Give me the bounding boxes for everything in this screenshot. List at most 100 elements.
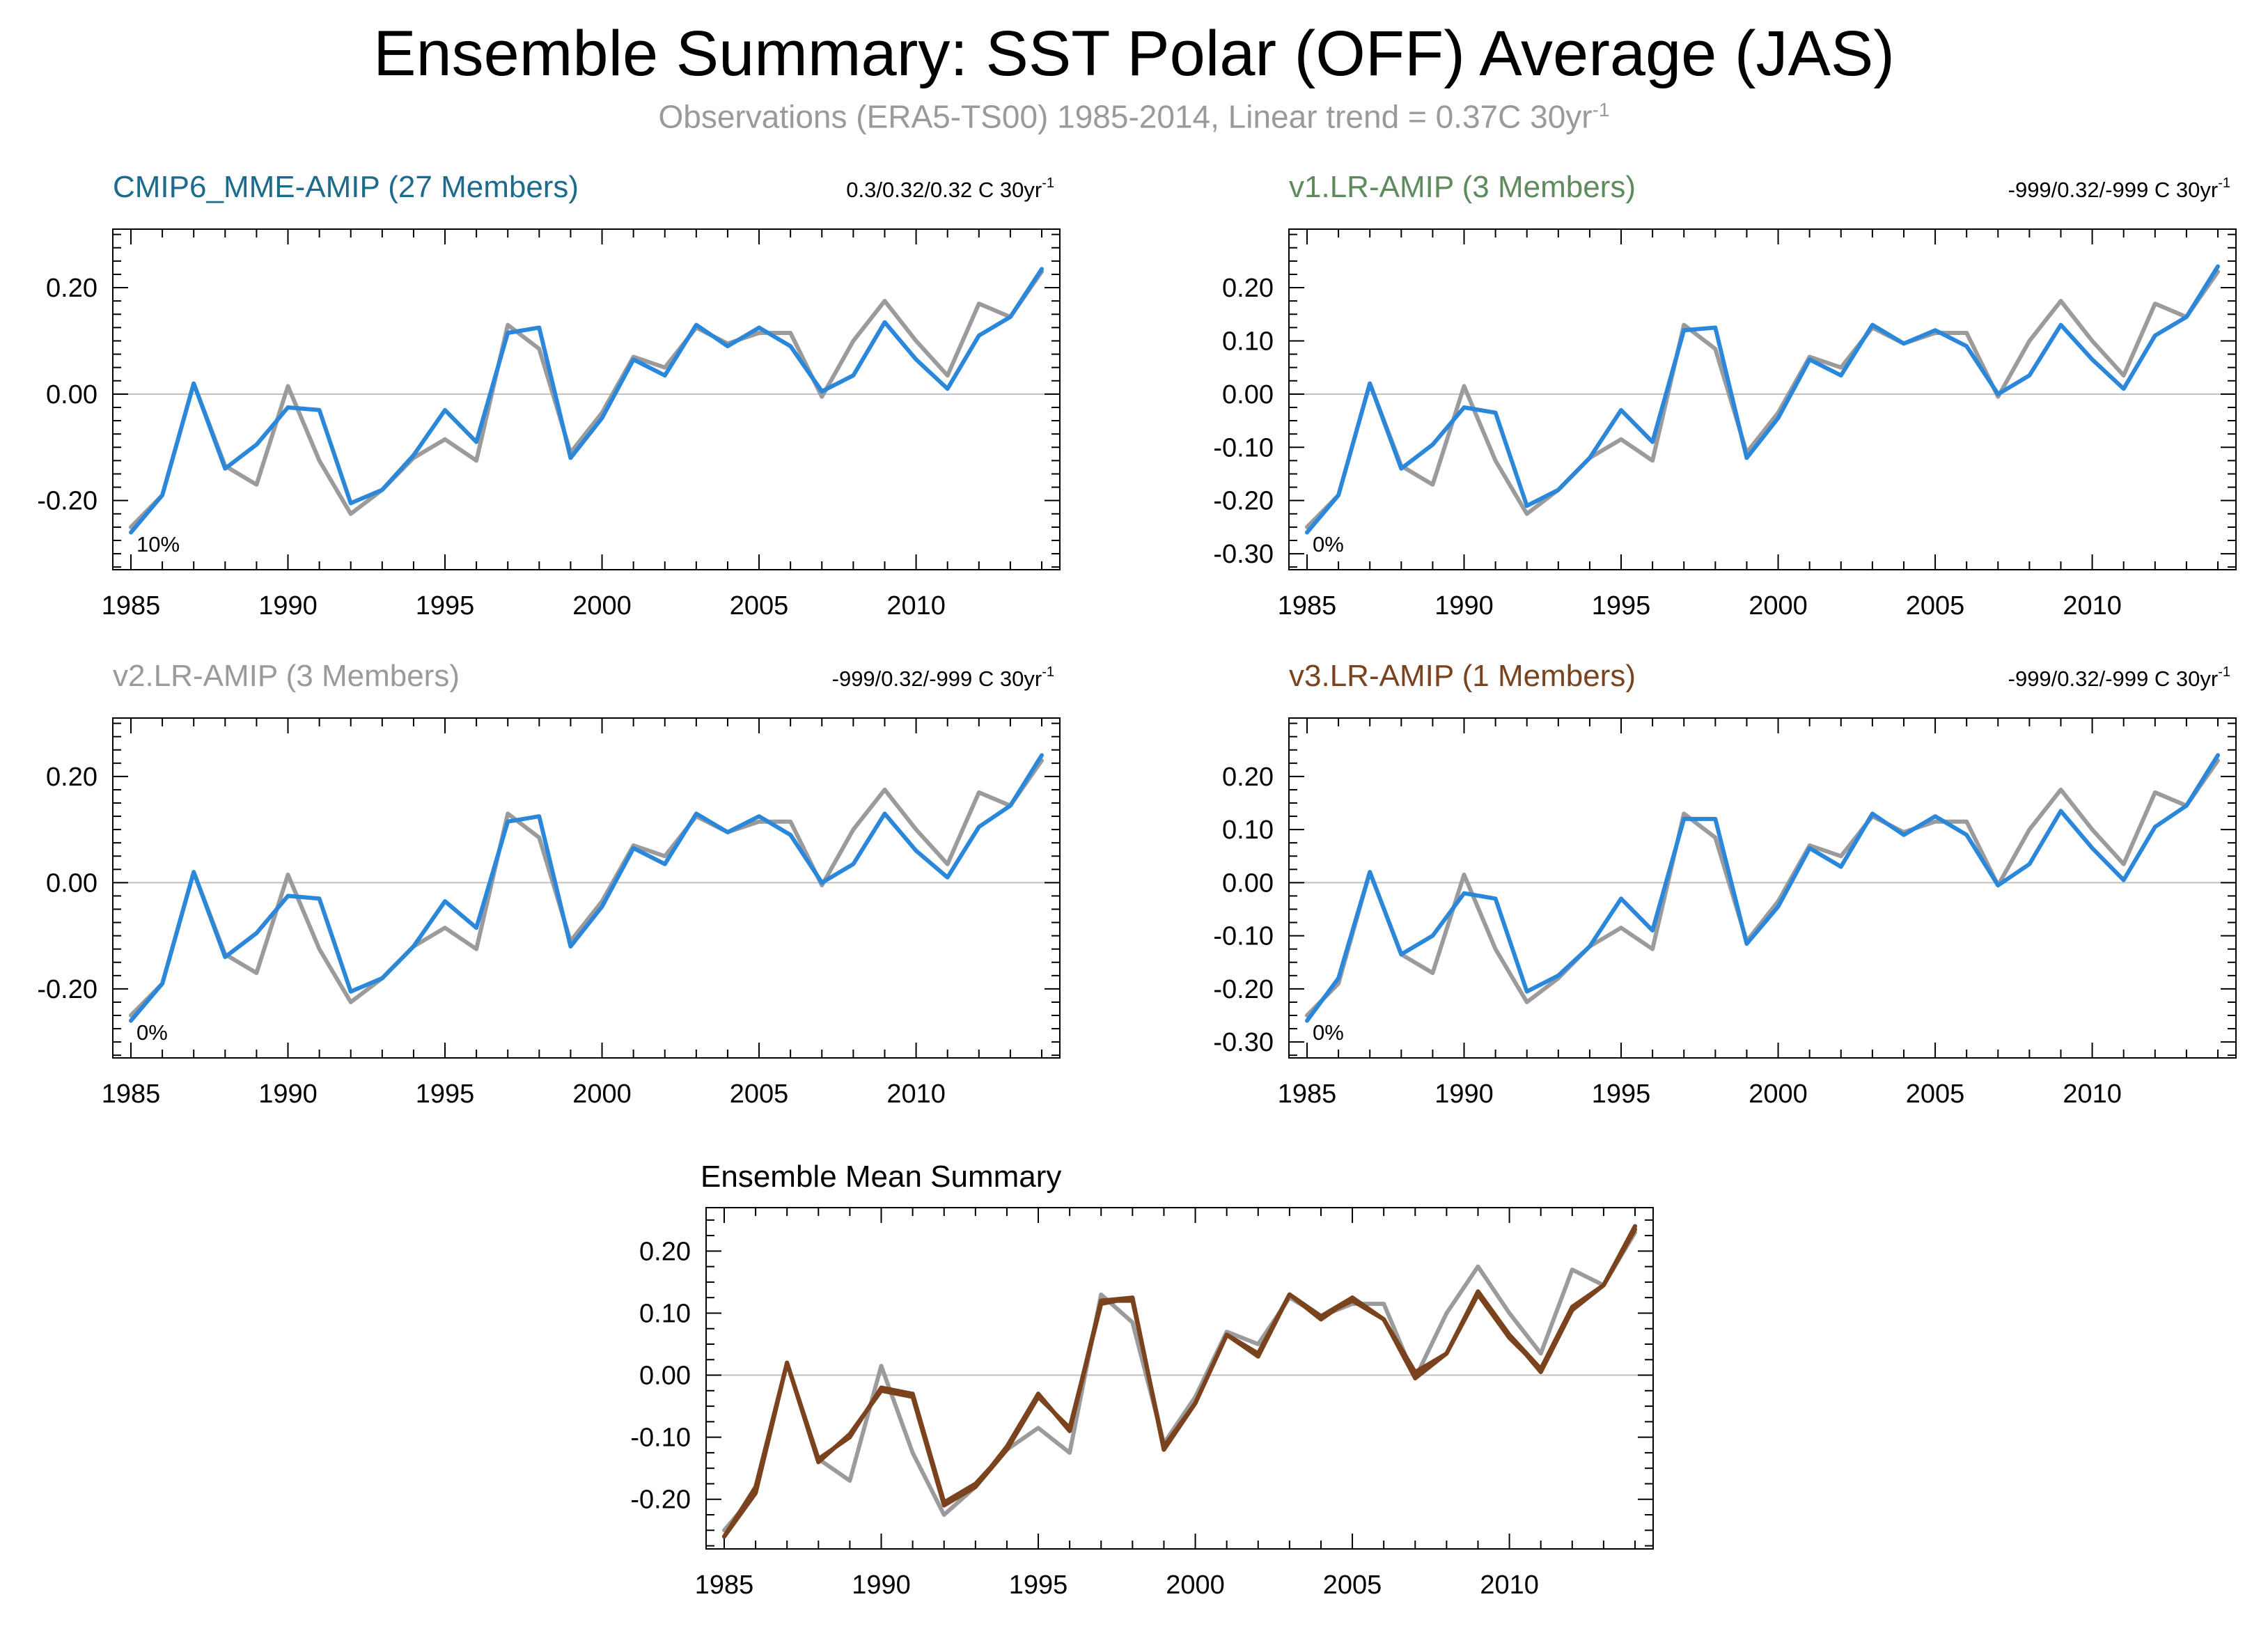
x-tick-label: 1995 xyxy=(1592,1079,1651,1109)
y-tick-label: 0.10 xyxy=(1222,816,1274,845)
trend-superscript: -1 xyxy=(1042,176,1054,191)
pct-label: 0% xyxy=(136,1020,168,1045)
x-tick-label: 1995 xyxy=(1009,1570,1068,1600)
trend-label: -999/0.32/-999 C 30yr-1 xyxy=(832,664,1054,691)
x-tick-label: 2010 xyxy=(1480,1570,1539,1600)
panel-title: v1.LR-AMIP (3 Members) xyxy=(1289,170,1636,204)
trend-text: -999/0.32/-999 C 30yr xyxy=(2008,667,2219,691)
subtitle-superscript: -1 xyxy=(1592,99,1610,120)
y-tick-label: -0.20 xyxy=(630,1486,691,1515)
y-tick-label: -0.20 xyxy=(37,487,97,516)
y-tick-label: 0.20 xyxy=(46,274,97,303)
x-tick-label: 2000 xyxy=(1749,591,1808,621)
y-tick-label: -0.20 xyxy=(37,975,97,1004)
panel-2: 1985 1990 1995 2000 2005 2010 -0.30 -0.20 -0.10 0… xyxy=(1213,170,2237,621)
v1-lr-amip-line xyxy=(1305,264,2220,535)
y-tick-label: -0.10 xyxy=(630,1424,691,1453)
plot-frame xyxy=(705,1207,1654,1550)
pct-label: 10% xyxy=(136,532,180,556)
y-tick-label: -0.10 xyxy=(1213,922,1274,951)
pct-label: 0% xyxy=(1313,532,1344,556)
y-tick-label: -0.20 xyxy=(1213,975,1274,1004)
y-tick-label: 0.20 xyxy=(1222,274,1274,303)
x-tick-label: 1995 xyxy=(416,591,475,621)
x-tick-label: 2005 xyxy=(1906,1079,1965,1109)
x-tick-label: 2010 xyxy=(2063,1079,2122,1109)
x-tick-label: 1990 xyxy=(1434,1079,1494,1109)
x-tick-label: 2010 xyxy=(886,591,946,621)
x-tick-label: 2005 xyxy=(730,1079,789,1109)
trend-superscript: -1 xyxy=(2218,176,2230,191)
x-tick-label: 1985 xyxy=(1278,1079,1337,1109)
x-tick-label: 1990 xyxy=(852,1570,911,1600)
x-tick-label: 2000 xyxy=(1166,1570,1225,1600)
observations-line xyxy=(1305,758,2220,1018)
trend-text: -999/0.32/-999 C 30yr xyxy=(832,667,1042,691)
observations-line xyxy=(1305,270,2220,529)
x-tick-label: 1990 xyxy=(258,1079,318,1109)
y-tick-label: -0.10 xyxy=(1213,433,1274,462)
main-title: Ensemble Summary: SST Polar (OFF) Averag… xyxy=(373,18,1895,89)
trend-superscript: -1 xyxy=(1042,664,1054,680)
x-tick-label: 2000 xyxy=(572,591,632,621)
panel-1: 1985 1990 1995 2000 2005 2010 -0.20 0.00 0.20 CMI… xyxy=(37,170,1061,621)
cmip6-mme-amip-line xyxy=(722,1227,1637,1539)
x-tick-label: 2005 xyxy=(1906,591,1965,621)
plot-frame xyxy=(1288,717,2237,1059)
x-tick-label: 1985 xyxy=(102,591,161,621)
y-tick-label: 0.20 xyxy=(639,1237,691,1266)
y-tick-label: -0.30 xyxy=(1213,540,1274,569)
plot-frame xyxy=(1288,228,2237,570)
panel-title: CMIP6_MME-AMIP (27 Members) xyxy=(113,170,579,204)
pct-label: 0% xyxy=(1313,1020,1344,1045)
subtitle-text: Observations (ERA5-TS00) 1985-2014, Line… xyxy=(658,98,1593,135)
y-tick-label: 0.00 xyxy=(1222,380,1274,410)
observations-line xyxy=(129,270,1044,529)
observations-line xyxy=(129,758,1044,1018)
x-tick-label: 1985 xyxy=(695,1570,754,1600)
x-tick-label: 1995 xyxy=(1592,591,1651,621)
trend-text: -999/0.32/-999 C 30yr xyxy=(2008,178,2219,202)
y-tick-label: -0.30 xyxy=(1213,1028,1274,1057)
panel-title: v2.LR-AMIP (3 Members) xyxy=(113,659,460,693)
y-tick-label: 0.10 xyxy=(639,1299,691,1328)
x-tick-label: 1985 xyxy=(102,1079,161,1109)
x-tick-label: 1995 xyxy=(416,1079,475,1109)
v2-lr-amip-line xyxy=(722,1224,1637,1539)
y-tick-label: -0.20 xyxy=(1213,487,1274,516)
x-tick-label: 1990 xyxy=(1434,591,1494,621)
x-tick-label: 1990 xyxy=(258,591,318,621)
y-tick-label: 0.00 xyxy=(46,380,97,410)
x-tick-label: 1985 xyxy=(1278,591,1337,621)
trend-superscript: -1 xyxy=(2218,664,2230,680)
plot-frame xyxy=(112,717,1061,1059)
v1-lr-amip-line xyxy=(722,1224,1637,1539)
x-tick-label: 2010 xyxy=(886,1079,946,1109)
v3-lr-amip-line xyxy=(1305,753,2220,1023)
panel-3: 1985 1990 1995 2000 2005 2010 -0.20 0.00 0.20 v2.… xyxy=(37,659,1061,1109)
observations-line xyxy=(722,1230,1637,1533)
cmip6-mme-amip-line xyxy=(129,267,1044,535)
y-tick-label: 0.00 xyxy=(1222,868,1274,898)
trend-label: 0.3/0.32/0.32 C 30yr-1 xyxy=(846,176,1054,202)
x-tick-label: 2000 xyxy=(572,1079,632,1109)
trend-label: -999/0.32/-999 C 30yr-1 xyxy=(2008,664,2230,691)
y-tick-label: 0.20 xyxy=(46,763,97,792)
panel-title: Ensemble Mean Summary xyxy=(701,1160,1061,1194)
v2-lr-amip-line xyxy=(129,753,1044,1023)
panel-title: v3.LR-AMIP (1 Members) xyxy=(1289,659,1636,693)
y-tick-label: 0.00 xyxy=(46,868,97,898)
panel-5: 1985 1990 1995 2000 2005 2010 -0.20 -0.10 0.00 0.… xyxy=(630,1160,1654,1600)
x-tick-label: 2010 xyxy=(2063,591,2122,621)
plot-frame xyxy=(112,228,1061,570)
trend-label: -999/0.32/-999 C 30yr-1 xyxy=(2008,176,2230,202)
panel-4: 1985 1990 1995 2000 2005 2010 -0.30 -0.20 -0.10 0… xyxy=(1213,659,2237,1109)
x-tick-label: 2005 xyxy=(730,591,789,621)
y-tick-label: 0.10 xyxy=(1222,327,1274,356)
v3-lr-amip-line xyxy=(722,1224,1637,1539)
y-tick-label: 0.20 xyxy=(1222,763,1274,792)
y-tick-label: 0.00 xyxy=(639,1362,691,1391)
trend-text: 0.3/0.32/0.32 C 30yr xyxy=(846,178,1042,202)
main-subtitle: Observations (ERA5-TS00) 1985-2014, Line… xyxy=(0,91,2268,136)
